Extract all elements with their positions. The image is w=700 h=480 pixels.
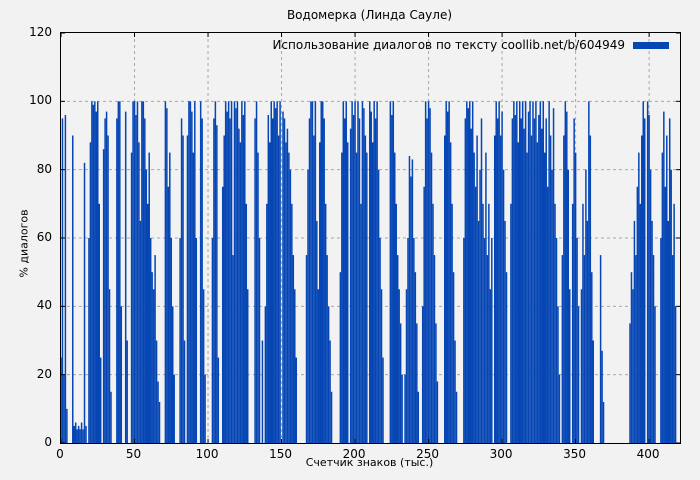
legend-label: Использование диалогов по тексту coollib… bbox=[272, 38, 625, 52]
x-tick-label: 300 bbox=[489, 447, 513, 461]
x-tick-label: 0 bbox=[56, 447, 64, 461]
x-tick-label: 250 bbox=[416, 447, 440, 461]
y-tick-label: 60 bbox=[36, 230, 52, 244]
y-tick-label: 0 bbox=[44, 435, 52, 449]
y-tick-label: 100 bbox=[29, 93, 52, 108]
plot-area: Использование диалогов по тексту coollib… bbox=[60, 32, 681, 444]
legend-swatch bbox=[633, 41, 669, 49]
x-tick-label: 150 bbox=[269, 447, 292, 461]
chart-title: Водомерка (Линда Сауле) bbox=[286, 8, 453, 22]
x-tick-label: 200 bbox=[342, 447, 366, 461]
x-tick-label: 100 bbox=[195, 447, 219, 461]
x-tick-label: 50 bbox=[125, 447, 142, 461]
x-axis-title: Счетчик знаков (тыс.) bbox=[305, 456, 434, 469]
y-tick-label: 40 bbox=[36, 298, 52, 313]
y-axis-title: % диалогов bbox=[17, 209, 31, 278]
x-tick-label: 350 bbox=[563, 447, 587, 461]
legend: Использование диалогов по тексту coollib… bbox=[272, 38, 669, 52]
bars-layer bbox=[61, 33, 680, 443]
y-tick-label: 20 bbox=[36, 366, 52, 381]
y-tick-label: 120 bbox=[29, 25, 52, 39]
y-tick-label: 80 bbox=[36, 161, 52, 176]
x-tick-label: 400 bbox=[636, 447, 660, 461]
